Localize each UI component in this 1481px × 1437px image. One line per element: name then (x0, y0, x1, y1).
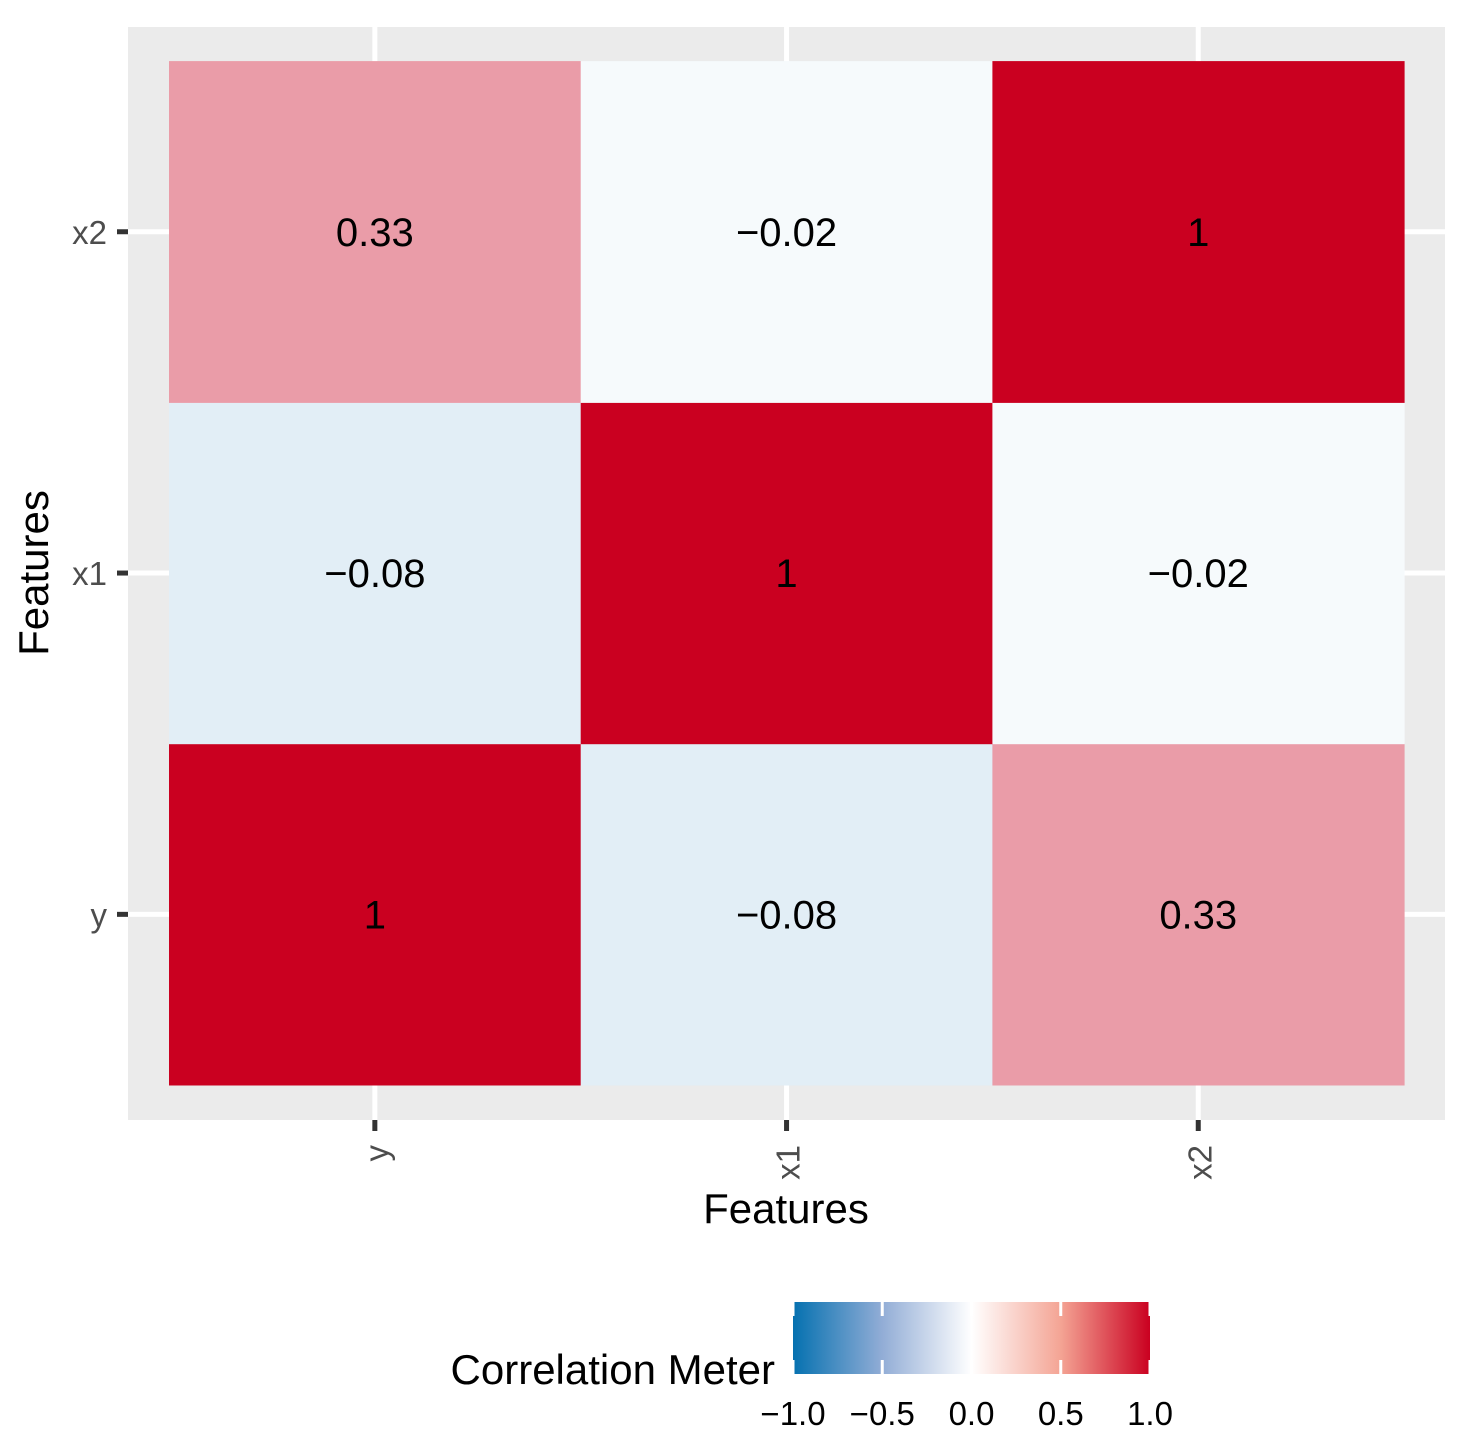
cell-label: 0.33 (1159, 893, 1237, 937)
x-tick-label: y (358, 1145, 395, 1162)
legend-tick-label: 0.0 (949, 1395, 995, 1432)
cell-label: −0.02 (1148, 552, 1249, 596)
cell-label: −0.02 (736, 211, 837, 255)
heatmap-cell (992, 743, 1405, 1086)
x-tick-label: x2 (1181, 1145, 1218, 1180)
legend: Correlation Meter −1.0 −0.5 0.0 0.5 1.0 (451, 1302, 1173, 1432)
cell-label: 0.33 (336, 211, 414, 255)
legend-title: Correlation Meter (451, 1346, 775, 1393)
y-tick-label: y (91, 896, 108, 933)
heatmap-cell (580, 61, 993, 403)
heatmap-cell (992, 61, 1405, 403)
cell-label: 1 (364, 893, 386, 937)
heatmap-cell (580, 402, 993, 745)
x-axis-title: Features (703, 1185, 869, 1232)
legend-tick-label: −1.0 (760, 1395, 825, 1432)
legend-tick-label: −0.5 (850, 1395, 915, 1432)
heatmap-cell (992, 402, 1405, 745)
legend-tick-label: 0.5 (1038, 1395, 1084, 1432)
cell-label: 1 (1187, 211, 1209, 255)
cell-label: −0.08 (324, 552, 425, 596)
heatmap-cell (169, 402, 582, 745)
y-tick-label: x1 (72, 555, 107, 592)
heatmap-cell (169, 743, 582, 1086)
y-axis-title: Features (10, 490, 57, 656)
heatmap-cell (580, 743, 993, 1086)
y-tick-label: x2 (72, 214, 107, 251)
cell-label: 1 (775, 552, 797, 596)
heatmap-cell (169, 61, 582, 403)
cell-label: −0.08 (736, 893, 837, 937)
legend-tick-label: 1.0 (1127, 1395, 1173, 1432)
x-tick-label: x1 (770, 1145, 807, 1180)
